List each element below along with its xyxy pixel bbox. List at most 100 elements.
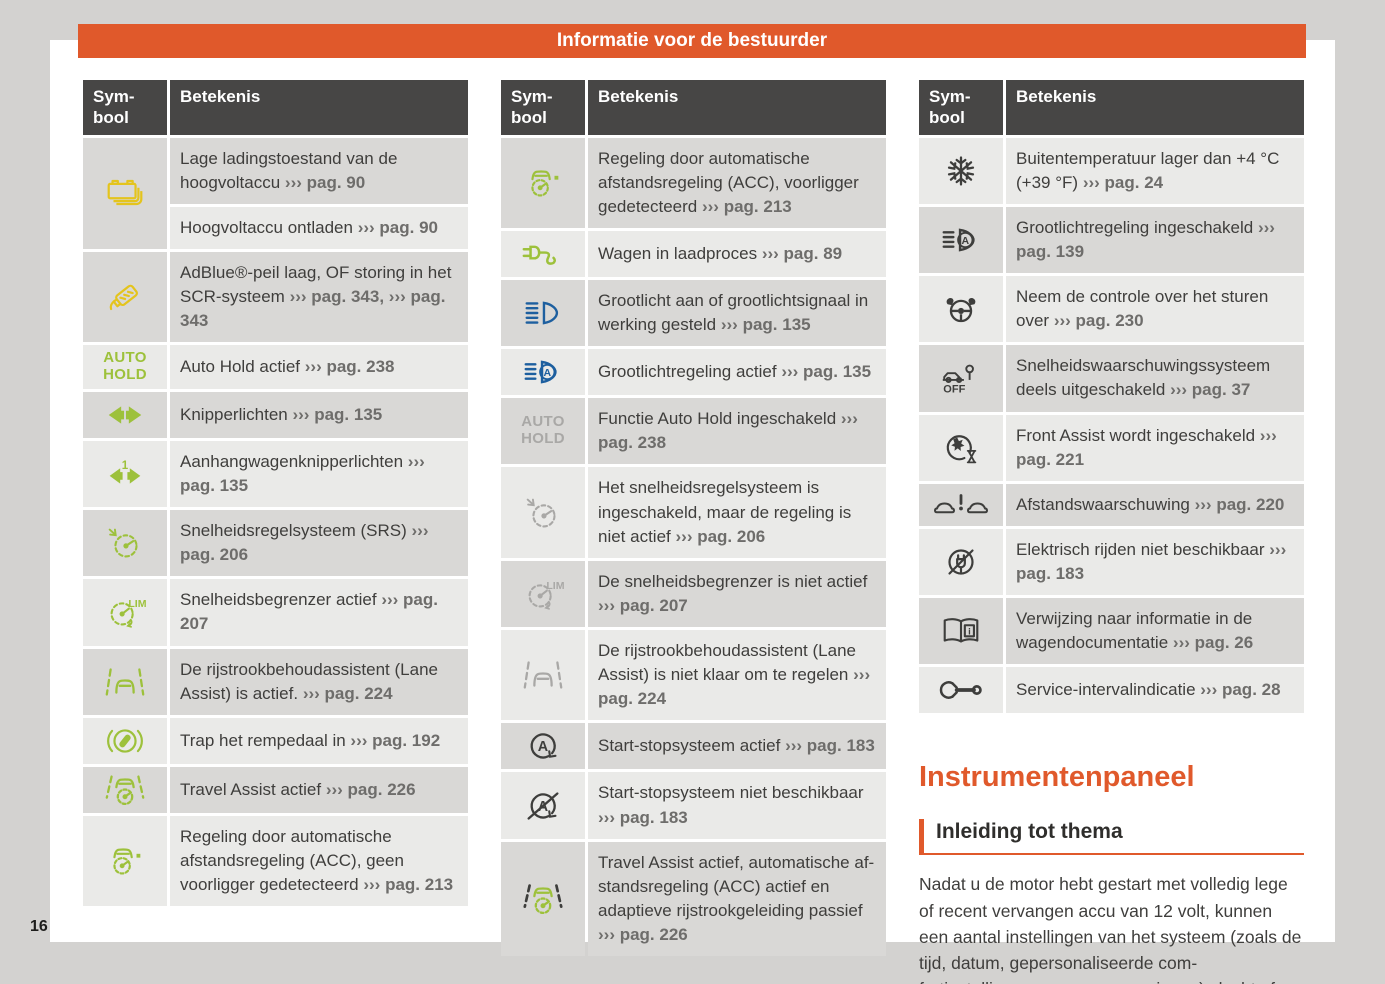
page-ref: ››› pag. 221 bbox=[1016, 425, 1277, 469]
page-ref: ››› pag. 238 bbox=[304, 356, 395, 376]
page-ref: ››› pag. 238 bbox=[598, 409, 858, 453]
page-ref: ››› pag. 230 bbox=[1053, 311, 1144, 331]
meaning-text: Grootlicht aan of grootlichtsignaal in w… bbox=[598, 290, 869, 334]
table-row: Regeling door automatische afstands­rege… bbox=[83, 815, 468, 907]
meaning-cell: Start-stopsysteem actief ››› pag. 183 bbox=[588, 723, 886, 770]
symbol-cell bbox=[501, 467, 585, 558]
meaning-text: Grootlichtregeling ingeschakeld bbox=[1016, 217, 1254, 237]
page-ref: ››› pag. 183 bbox=[1016, 539, 1287, 583]
symbol-cell bbox=[501, 630, 585, 721]
symbol-cell bbox=[919, 137, 1003, 204]
symbol-cell bbox=[83, 579, 167, 646]
page-ref: ››› pag. 135 bbox=[180, 451, 425, 495]
steering-takeover-icon bbox=[938, 291, 984, 327]
table-row: Trap het rempedaal in ››› pag. 192 bbox=[83, 717, 468, 764]
meaning-text: Wagen in laadproces bbox=[598, 243, 758, 263]
column-header-meaning: Betekenis bbox=[1006, 80, 1304, 135]
symbol-cell bbox=[919, 667, 1003, 714]
meaning-text: Front Assist wordt ingeschakeld bbox=[1016, 425, 1256, 445]
column-header-meaning: Betekenis bbox=[588, 80, 886, 135]
column-2: Sym-bool Betekenis Regeling door automat… bbox=[501, 80, 886, 984]
table-row: Hoogvoltaccu ontladen ››› pag. 90 bbox=[83, 206, 468, 249]
table-row: Aanhangwagenknipperlichten ››› pag. 135 bbox=[83, 440, 468, 508]
page-ref: ››› pag. 90 bbox=[357, 217, 438, 237]
meaning-text: Travel Assist actief, automatische af­st… bbox=[598, 852, 875, 920]
meaning-cell: Functie Auto Hold ingeschakeld ››› pag. … bbox=[588, 398, 886, 465]
symbol-cell: AUTO HOLD bbox=[83, 345, 167, 389]
table-header-row: Sym-bool Betekenis bbox=[83, 80, 468, 135]
meaning-cell: Snelheidsregelsysteem (SRS) ››› pag. 206 bbox=[170, 510, 468, 577]
symbol-cell bbox=[501, 349, 585, 396]
meaning-text: Regeling door automatische afstands­rege… bbox=[598, 148, 859, 216]
meaning-text: De rijstrookbehoudassistent (Lane As­sis… bbox=[180, 659, 438, 703]
meaning-text: Snelheidswaarschuwingssysteem deels uitg… bbox=[1016, 356, 1271, 400]
symbol-cell bbox=[919, 276, 1003, 343]
page-ref: ››› pag. 192 bbox=[350, 730, 441, 750]
page-ref: ››› pag. 206 bbox=[180, 521, 429, 565]
speed-limiter-icon bbox=[102, 594, 148, 630]
page-ref: ››› pag. 343, ››› pag. 343 bbox=[180, 287, 446, 331]
meaning-text: Neem de controle over het sturen over bbox=[1016, 287, 1269, 331]
adblue-icon bbox=[102, 279, 148, 315]
symbol-cell bbox=[83, 137, 167, 249]
high-beam-assist-icon bbox=[520, 354, 566, 390]
meaning-text: Knipperlichten bbox=[180, 404, 288, 424]
meaning-cell: Trap het rempedaal in ››› pag. 192 bbox=[170, 717, 468, 764]
meaning-cell: Het snelheidsregelsysteem is ingescha­ke… bbox=[588, 467, 886, 558]
meaning-cell: Regeling door automatische afstands­rege… bbox=[588, 137, 886, 228]
table-row: Snelheidsregelsysteem (SRS) ››› pag. 206 bbox=[83, 510, 468, 577]
lane-assist-not-ready-icon bbox=[520, 657, 566, 693]
table-row: AUTO HOLD Auto Hold actief ››› pag. 238 bbox=[83, 345, 468, 389]
start-stop-unavailable-icon bbox=[520, 788, 566, 824]
symbol-cell bbox=[501, 279, 585, 347]
trailer-turn-signals-icon bbox=[102, 456, 148, 492]
meaning-text: Hoogvoltaccu ontladen bbox=[180, 217, 353, 237]
symbol-cell bbox=[919, 345, 1003, 412]
auto-hold-indicator-gray: AUTO HOLD bbox=[521, 413, 565, 448]
table-row: Het snelheidsregelsysteem is ingescha­ke… bbox=[501, 467, 886, 558]
symbol-cell bbox=[83, 815, 167, 907]
table-row: Travel Assist actief ››› pag. 226 bbox=[83, 766, 468, 813]
meaning-text: Aanhangwagenknipperlichten bbox=[180, 451, 404, 471]
table-row: AdBlue®-peil laag, OF storing in het SCR… bbox=[83, 251, 468, 343]
meaning-cell: Regeling door automatische afstands­rege… bbox=[170, 815, 468, 907]
symbol-cell bbox=[919, 528, 1003, 596]
meaning-text: Auto Hold actief bbox=[180, 356, 301, 376]
table-row: Grootlichtregeling ingeschakeld ››› pag.… bbox=[919, 206, 1304, 273]
symbol-cell bbox=[919, 598, 1003, 665]
meaning-text: Lage ladingstoestand van de hoogvolt­acc… bbox=[180, 148, 398, 192]
meaning-text: Het snelheidsregelsysteem is ingescha­ke… bbox=[598, 478, 852, 546]
charging-plug-icon bbox=[520, 236, 566, 272]
symbol-cell bbox=[83, 766, 167, 813]
speed-limiter-inactive-icon bbox=[520, 576, 566, 612]
meaning-text: AdBlue®-peil laag, OF storing in het SCR… bbox=[180, 262, 452, 306]
symbol-table-3: Sym-bool Betekenis Buitentemperatuur lag… bbox=[916, 77, 1307, 716]
table-row: Afstandswaarschuwing ››› pag. 220 bbox=[919, 483, 1304, 526]
start-stop-active-icon bbox=[520, 728, 566, 764]
page-ref: ››› pag. 206 bbox=[675, 526, 766, 546]
table-row: Wagen in laadproces ››› pag. 89 bbox=[501, 230, 886, 277]
page-ref: ››› pag. 26 bbox=[1172, 633, 1254, 653]
page-number: 16 bbox=[30, 918, 48, 935]
symbol-cell bbox=[83, 648, 167, 715]
symbol-cell bbox=[83, 391, 167, 438]
table-row: Travel Assist actief, automatische af­st… bbox=[501, 841, 886, 957]
table-row: AUTO HOLD Functie Auto Hold ingeschakeld … bbox=[501, 398, 886, 465]
meaning-cell: Start-stopsysteem niet beschikbaar ››› p… bbox=[588, 772, 886, 839]
column-header-symbol: Sym-bool bbox=[919, 80, 1003, 135]
symbol-cell bbox=[83, 251, 167, 343]
ev-mode-unavailable-icon bbox=[938, 544, 984, 580]
page-ref: ››› pag. 28 bbox=[1200, 680, 1281, 700]
table-row: Snelheidswaarschuwingssysteem deels uitg… bbox=[919, 345, 1304, 412]
page-ref: ››› pag. 220 bbox=[1194, 494, 1285, 514]
page-ref: ››› pag. 183 bbox=[785, 736, 875, 756]
page-ref: ››› pag. 135 bbox=[720, 315, 811, 334]
meaning-text: Snelheidsbegrenzer actief bbox=[180, 590, 377, 610]
meaning-cell: Auto Hold actief ››› pag. 238 bbox=[170, 345, 468, 389]
column-header-symbol: Sym-bool bbox=[83, 80, 167, 135]
meaning-text: Travel Assist actief bbox=[180, 779, 322, 799]
table-row: Elektrisch rijden niet beschikbaar ››› p… bbox=[919, 528, 1304, 596]
page-ref: ››› pag. 90 bbox=[284, 172, 366, 192]
meaning-text: De snelheidsbegrenzer is niet actief bbox=[598, 571, 868, 591]
meaning-text: Start-stopsysteem actief bbox=[598, 736, 781, 756]
